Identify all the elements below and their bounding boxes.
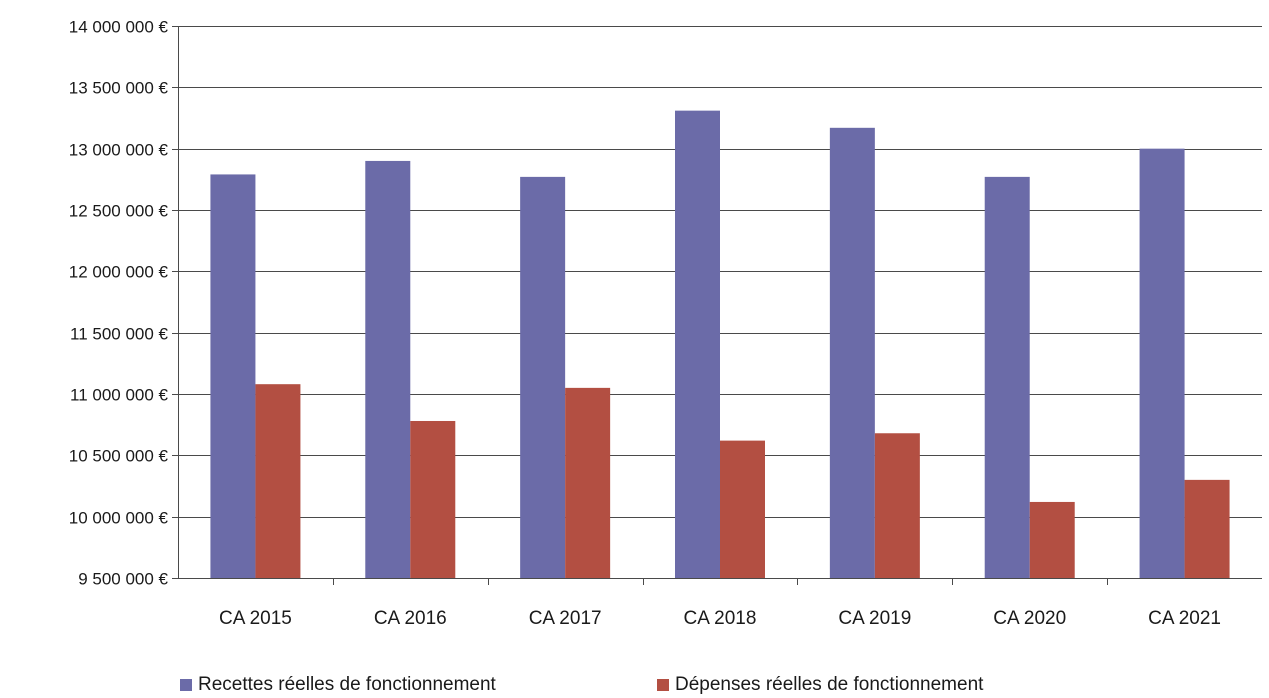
legend-swatch-recettes [180,679,192,691]
x-tick-label: CA 2020 [993,608,1066,629]
bar-depenses [874,433,920,578]
bar-depenses [565,387,611,578]
legend: Recettes réelles de fonctionnement Dépen… [0,671,1269,698]
y-tick-label: 10 500 000 € [69,447,169,466]
y-axis-tick-labels: 9 500 000 € 10 000 000 € 10 500 000 € 11 00… [69,18,169,589]
bar-depenses [1029,501,1075,578]
bar-recettes [675,110,720,578]
y-tick-label: 12 500 000 € [69,202,169,221]
bar-recettes [829,127,875,579]
legend-label-depenses: Dépenses réelles de fonctionnement [675,674,984,695]
legend-swatch-depenses [657,679,669,691]
x-tick-label: CA 2016 [374,608,447,629]
x-axis-tick-labels: CA 2015 CA 2016 CA 2017 CA 2018 CA 2019 CA 20… [219,608,1221,629]
x-tick-label: CA 2018 [684,608,757,629]
bar-depenses [255,384,301,578]
bar-recettes [520,176,566,578]
legend-item-depenses: Dépenses réelles de fonctionnement [657,674,983,696]
y-tick-label: 11 000 000 € [70,386,169,405]
x-tick-label: CA 2015 [219,608,292,629]
x-tick-label: CA 2021 [1148,608,1221,629]
bars [210,110,1230,579]
x-tick-label: CA 2017 [529,608,602,629]
y-tick-label: 13 500 000 € [69,79,169,98]
y-tick-label: 9 500 000 € [78,570,168,589]
bar-depenses [410,420,456,578]
bar-recettes [984,176,1030,578]
y-tick-label: 13 000 000 € [69,141,169,160]
bar-recettes [210,174,256,578]
bar-depenses [1184,479,1230,578]
bar-recettes [1139,148,1185,578]
axes [172,26,1262,585]
legend-item-recettes: Recettes réelles de fonctionnement [180,674,496,696]
bar-depenses [720,440,765,578]
y-tick-label: 12 000 000 € [69,263,169,282]
y-tick-label: 11 500 000 € [70,325,169,344]
x-tick-label: CA 2019 [838,608,911,629]
y-tick-label: 14 000 000 € [69,18,169,37]
bar-recettes [365,160,411,578]
legend-label-recettes: Recettes réelles de fonctionnement [198,674,496,695]
y-tick-label: 10 000 000 € [69,509,169,528]
bar-chart: 9 500 000 € 10 000 000 € 10 500 000 € 11 00… [69,18,1262,629]
